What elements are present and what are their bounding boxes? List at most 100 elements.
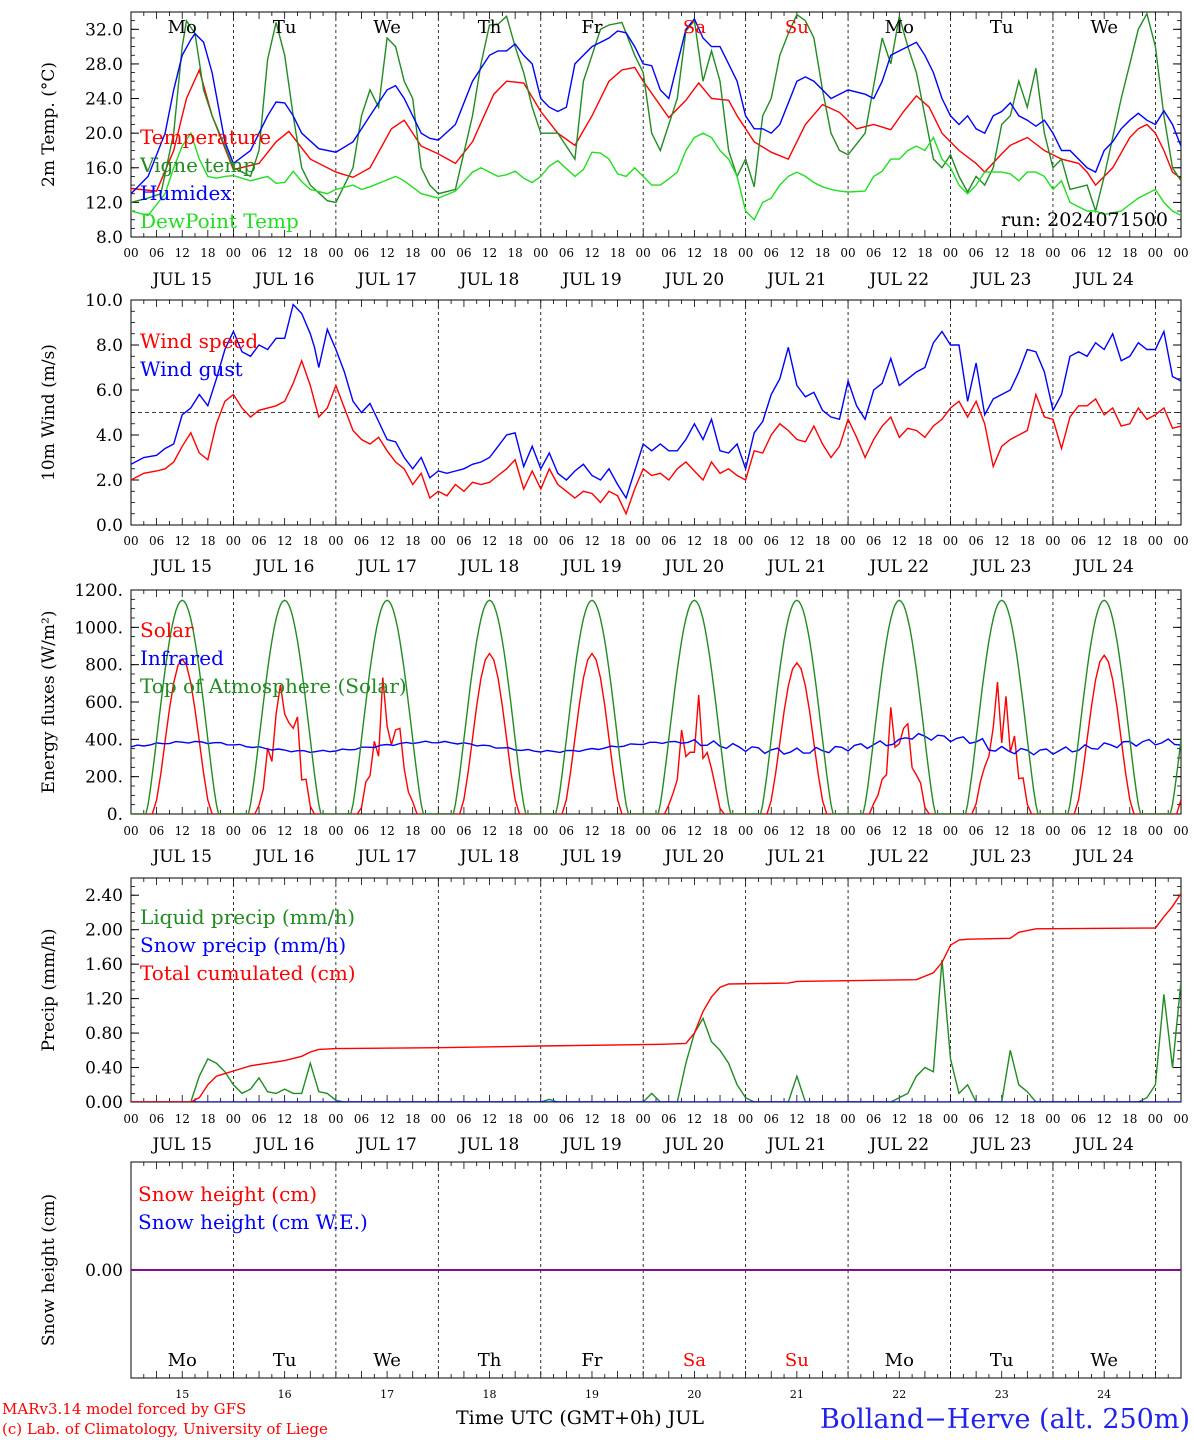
panel-frame (130, 11, 1182, 238)
hour-tick-label: 06 (354, 534, 369, 548)
hour-tick-label: 00 (431, 1112, 446, 1126)
date-label: JUL 17 (355, 847, 416, 867)
hour-tick-label: 12 (277, 1112, 292, 1126)
y-tick-label: 2.0 (96, 471, 123, 491)
hour-tick-label: 06 (149, 246, 164, 260)
hour-tick-label: 00 (1173, 246, 1188, 260)
hour-tick-label: 00 (738, 534, 753, 548)
series-total-cumulated-cm (131, 893, 1181, 1102)
y-tick-label: 400. (85, 730, 123, 750)
hour-tick-label: 06 (559, 246, 574, 260)
hour-tick-label: 18 (712, 534, 727, 548)
day-name: Sa (683, 1350, 706, 1371)
hour-tick-label: 18 (610, 246, 625, 260)
y-tick-label: 0.00 (85, 1093, 123, 1113)
day-name: Mo (885, 17, 914, 38)
hour-tick-label: 00 (840, 534, 855, 548)
series-group (131, 599, 1181, 814)
hour-tick-label: 06 (149, 824, 164, 838)
legend-entry: Liquid precip (mm/h) (140, 905, 355, 929)
day-name: Th (478, 1350, 502, 1371)
panel-4: 0.00 0.40 0.80 1.20 1.60 2.00 2.40 Precip (mm/h… (39, 877, 1189, 1155)
hour-tick-label: 12 (175, 1112, 190, 1126)
hour-tick-label: 06 (968, 824, 983, 838)
date-label: JUL 24 (1072, 270, 1133, 290)
day-name: Tu (990, 17, 1014, 38)
hour-tick-label: 12 (379, 824, 394, 838)
y-tick-label: 2.00 (85, 921, 123, 941)
hour-tick-label: 06 (764, 824, 779, 838)
hour-tick-label: 00 (226, 246, 241, 260)
hour-tick-label: 06 (251, 246, 266, 260)
hour-tick-label: 12 (584, 534, 599, 548)
hour-tick-label: 06 (661, 1112, 676, 1126)
hour-tick-label: 18 (815, 246, 830, 260)
date-label: JUL 15 (150, 270, 211, 290)
hour-tick-label: 12 (892, 1112, 907, 1126)
hour-tick-label: 06 (661, 246, 676, 260)
y-axis-label: 10m Wind (m/s) (39, 344, 59, 481)
hour-tick-label: 18 (610, 1112, 625, 1126)
hour-tick-label: 18 (200, 534, 215, 548)
hour-tick-label: 00 (738, 1112, 753, 1126)
hour-tick-label: 12 (379, 534, 394, 548)
hour-tick-label: 06 (764, 246, 779, 260)
panel-2: 0.0 2.0 4.0 6.0 8.0 10.0 10m Wind (m/s) 00 06 12 1… (39, 291, 1189, 577)
date-label: JUL 21 (765, 847, 826, 867)
hour-tick-label: 18 (917, 246, 932, 260)
hour-tick-label: 00 (226, 1112, 241, 1126)
hour-tick-label: 18 (1020, 246, 1035, 260)
panel-5: 0.00 Snow height (cm) Snow height (cm) Snow… (39, 1161, 1182, 1401)
hour-tick-label: 00 (943, 1112, 958, 1126)
legend-entry: Wind speed (140, 329, 258, 353)
date-label: JUL 15 (150, 557, 211, 577)
series-vigne-temp (131, 12, 1181, 214)
date-label: JUL 17 (355, 270, 416, 290)
hour-tick-label: 12 (789, 246, 804, 260)
day-number: 22 (892, 1388, 906, 1401)
y-tick-label: 600. (85, 693, 123, 713)
hour-tick-label: 00 (1148, 1112, 1163, 1126)
date-label: JUL 16 (253, 270, 314, 290)
date-label: JUL 18 (458, 847, 519, 867)
legend-entry: Temperature (140, 125, 271, 149)
hour-tick-label: 12 (379, 1112, 394, 1126)
date-label: JUL 24 (1072, 847, 1133, 867)
series-infrared (131, 732, 1181, 756)
hour-tick-label: 18 (303, 246, 318, 260)
y-axis-label: Precip (mm/h) (39, 928, 59, 1051)
hour-tick-label: 18 (200, 824, 215, 838)
hour-tick-label: 00 (840, 246, 855, 260)
hour-tick-label: 00 (533, 824, 548, 838)
hour-tick-label: 06 (559, 1112, 574, 1126)
day-number: 18 (483, 1388, 497, 1401)
lab-credit: (c) Lab. of Climatology, University of L… (2, 1420, 328, 1438)
run-label: run: 2024071500 (1001, 209, 1168, 231)
hour-tick-label: 18 (405, 1112, 420, 1126)
hour-tick-label: 00 (636, 824, 651, 838)
hour-tick-label: 12 (175, 534, 190, 548)
date-label: JUL 19 (560, 557, 621, 577)
date-label: JUL 23 (970, 270, 1031, 290)
day-name: We (1090, 1350, 1118, 1371)
hour-tick-label: 18 (405, 246, 420, 260)
date-label: JUL 20 (663, 847, 724, 867)
legend-entry: Top of Atmosphere (Solar) (140, 674, 407, 698)
hour-tick-label: 12 (994, 534, 1009, 548)
hour-tick-label: 06 (251, 824, 266, 838)
hour-tick-label: 06 (1071, 534, 1086, 548)
hour-tick-label: 18 (508, 1112, 523, 1126)
date-label: JUL 18 (458, 1135, 519, 1155)
series-dewpoint-temp (131, 131, 1181, 221)
hour-tick-label: 12 (687, 1112, 702, 1126)
y-tick-label: 28.0 (85, 55, 123, 75)
hour-tick-label: 12 (277, 534, 292, 548)
panel-3: 0. 200. 400. 600. 800. 1000. 1200. Energy fluxe… (39, 581, 1189, 867)
legend-entry: Infrared (140, 646, 224, 670)
y-tick-label: 12.0 (85, 193, 123, 213)
y-tick-label: 16.0 (85, 159, 123, 179)
hour-tick-label: 18 (1020, 534, 1035, 548)
hour-tick-label: 00 (226, 534, 241, 548)
date-label: JUL 15 (150, 847, 211, 867)
hour-tick-label: 12 (584, 1112, 599, 1126)
